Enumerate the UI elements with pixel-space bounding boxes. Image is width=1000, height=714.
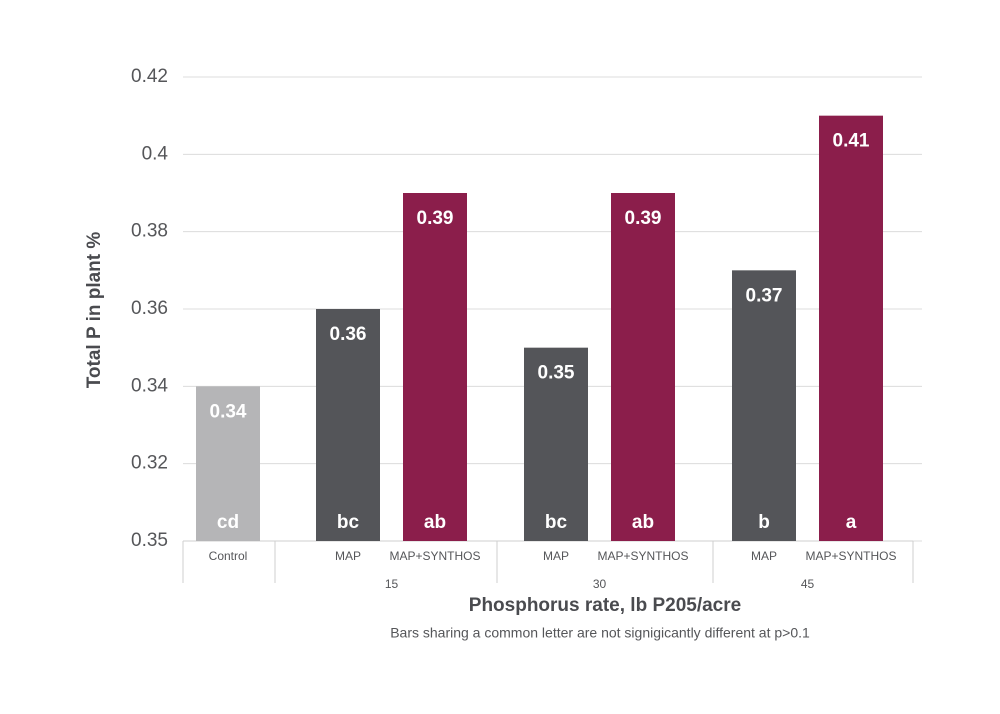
- group-label: 45: [801, 577, 815, 591]
- value-label: 0.39: [625, 208, 662, 229]
- significance-letter: bc: [337, 512, 360, 533]
- significance-letter: ab: [632, 512, 654, 533]
- x-tick-label: Control: [209, 549, 248, 563]
- value-label: 0.39: [417, 208, 454, 229]
- y-tick-label: 0.35: [131, 530, 168, 551]
- value-label: 0.36: [330, 324, 367, 345]
- value-label: 0.37: [746, 285, 783, 306]
- value-label: 0.35: [538, 363, 575, 384]
- group-label: 30: [593, 577, 607, 591]
- y-tick-label: 0.38: [131, 221, 168, 242]
- significance-letter: a: [846, 512, 857, 533]
- y-tick-label: 0.34: [131, 375, 168, 396]
- bar: [611, 193, 675, 541]
- significance-letter: bc: [545, 512, 568, 533]
- bar: [732, 270, 796, 541]
- x-tick-label: MAP: [751, 549, 777, 563]
- x-tick-label: MAP+SYNTHOS: [597, 549, 688, 563]
- bar: [819, 115, 883, 542]
- value-label: 0.41: [833, 131, 870, 152]
- bar: [524, 347, 588, 541]
- x-tick-label: MAP: [335, 549, 361, 563]
- y-tick-label: 0.36: [131, 298, 168, 319]
- y-tick-label: 0.32: [131, 453, 168, 474]
- significance-letter: cd: [217, 512, 239, 533]
- bar: [403, 193, 467, 541]
- y-tick-label: 0.42: [131, 66, 168, 87]
- significance-letter: ab: [424, 512, 446, 533]
- x-tick-label: MAP+SYNTHOS: [389, 549, 480, 563]
- bar: [196, 386, 260, 541]
- y-axis-title: Total P in plant %: [84, 232, 105, 389]
- bar: [316, 309, 380, 541]
- x-tick-label: MAP+SYNTHOS: [805, 549, 896, 563]
- significance-letter: b: [758, 512, 770, 533]
- y-tick-label: 0.4: [142, 143, 169, 164]
- group-label: 15: [385, 577, 399, 591]
- x-tick-label: MAP: [543, 549, 569, 563]
- x-axis-title: Phosphorus rate, lb P205/acre: [469, 595, 741, 616]
- value-label: 0.34: [210, 401, 247, 422]
- note: Bars sharing a common letter are not sig…: [390, 625, 810, 641]
